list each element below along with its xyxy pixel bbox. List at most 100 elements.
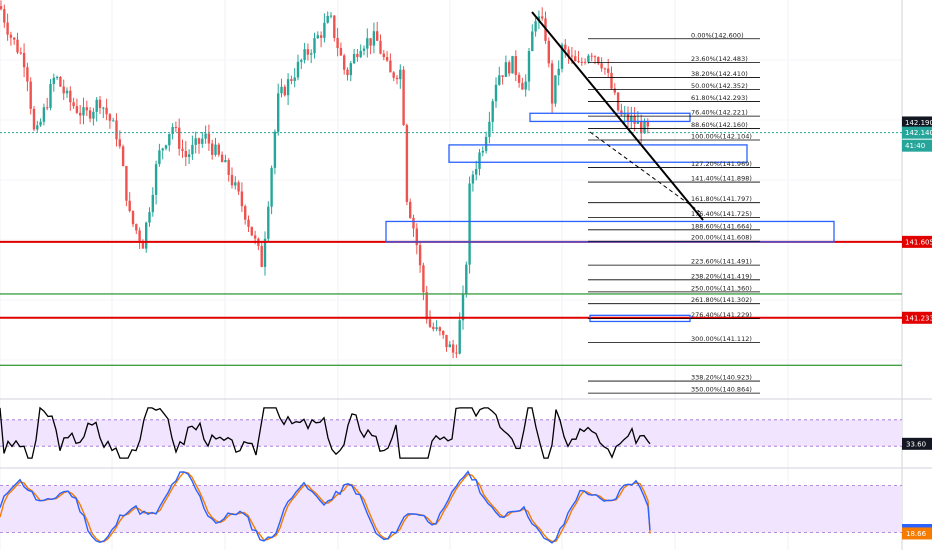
fib-label: 223.60%(141.491) — [691, 258, 752, 266]
fib-label: 127.20%(141.969) — [691, 160, 752, 168]
fib-label: 300.00%(141.112) — [691, 335, 752, 343]
fib-label: 161.80%(141.797) — [691, 195, 752, 203]
candle-body — [567, 49, 570, 56]
fibonacci-levels: 0.00%(142.600) 23.60%(142.483) 38.20%(142.… — [588, 31, 760, 394]
candle-body — [389, 60, 392, 73]
rsi-tag-bg — [902, 437, 932, 450]
candle-body — [435, 327, 438, 330]
candle-body — [55, 76, 59, 78]
candle-body — [633, 116, 636, 124]
candle-body — [527, 51, 531, 82]
candle-body — [13, 37, 16, 40]
fib-label: 23.60%(142.483) — [691, 55, 748, 63]
candle-body — [49, 83, 52, 108]
candle-body — [135, 224, 138, 231]
price-tag-bg — [902, 139, 932, 152]
candle-body — [306, 49, 310, 55]
candle-body — [82, 107, 85, 116]
candle-body — [69, 90, 72, 103]
candle-body — [326, 15, 329, 23]
candle-body — [366, 38, 369, 49]
fib-label: 100.00%(142.104) — [691, 133, 752, 141]
candle-body — [85, 107, 88, 111]
candle-body — [277, 93, 280, 132]
candle-body — [428, 319, 432, 327]
price-tag-bg — [902, 126, 932, 139]
candle-body — [88, 110, 92, 119]
candle-body — [646, 121, 649, 127]
candle-body — [197, 138, 201, 144]
candle-body — [214, 144, 217, 155]
candle-body — [128, 200, 131, 211]
candle-body — [372, 31, 376, 46]
candle-body — [237, 182, 240, 192]
candle-body — [349, 63, 352, 76]
candle-body — [98, 99, 102, 109]
candle-body — [158, 150, 161, 165]
candle-body — [577, 61, 580, 63]
candle-body — [316, 35, 319, 39]
price-tag-bg — [902, 311, 932, 324]
grid — [0, 0, 902, 550]
candle-body — [478, 152, 481, 169]
candle-body — [488, 121, 491, 137]
fib-label: 38.20%(142.410) — [691, 70, 748, 78]
candle-body — [369, 38, 372, 46]
candle-body — [491, 101, 494, 122]
candle-body — [448, 344, 451, 348]
zone-rectangle — [448, 144, 748, 163]
price-tag: 41:40 — [902, 139, 932, 152]
fib-label: 250.00%(141.360) — [691, 284, 752, 292]
candle-body — [346, 69, 349, 76]
candle-body — [184, 150, 187, 158]
candle-body — [570, 55, 574, 57]
fib-label: 141.40%(141.898) — [691, 175, 752, 183]
rsi-line — [0, 406, 651, 459]
candle-body — [359, 50, 362, 58]
trendline-dashed — [589, 131, 701, 213]
zone-rectangle — [385, 220, 835, 243]
trendline — [531, 11, 704, 221]
stoch-d-tag-bg — [902, 527, 932, 540]
candle-body — [603, 68, 607, 70]
price-tag-label: 142.140 — [905, 129, 932, 137]
candle-body — [217, 144, 220, 155]
candle-body — [415, 228, 418, 246]
candle-body — [418, 245, 422, 266]
candle-body — [227, 160, 230, 175]
candle-body — [574, 56, 577, 62]
candle-body — [6, 22, 9, 35]
candle-body — [52, 77, 55, 84]
candle-body — [550, 63, 554, 104]
candle-body — [468, 183, 471, 265]
candle-body — [280, 86, 283, 94]
candle-body — [293, 77, 296, 81]
candle-body — [560, 44, 564, 69]
rsi-band — [0, 419, 902, 447]
candle-body — [19, 52, 22, 54]
candle-body — [220, 154, 224, 163]
candle-body — [432, 326, 435, 330]
candle-body — [630, 116, 633, 122]
candle-body — [3, 9, 6, 23]
candle-body — [273, 131, 277, 168]
stoch-d-tag: 18.66 — [902, 527, 932, 540]
candle-body — [191, 144, 194, 155]
candle-body — [230, 174, 234, 186]
candle-body — [547, 40, 550, 64]
candle-body — [234, 182, 237, 186]
candle-body — [613, 88, 616, 93]
fib-label: 276.40%(141.229) — [691, 311, 752, 319]
candle-body — [125, 166, 128, 201]
candle-body — [583, 62, 587, 64]
candle-body — [564, 44, 567, 50]
rsi-value-label: 33.60 — [906, 440, 926, 448]
candle-body — [65, 90, 69, 94]
candle-body — [481, 150, 484, 153]
candle-body — [267, 206, 270, 239]
candle-body — [22, 52, 26, 68]
candle-body — [626, 113, 630, 122]
candle-body — [541, 16, 544, 19]
candle-body — [329, 15, 333, 17]
